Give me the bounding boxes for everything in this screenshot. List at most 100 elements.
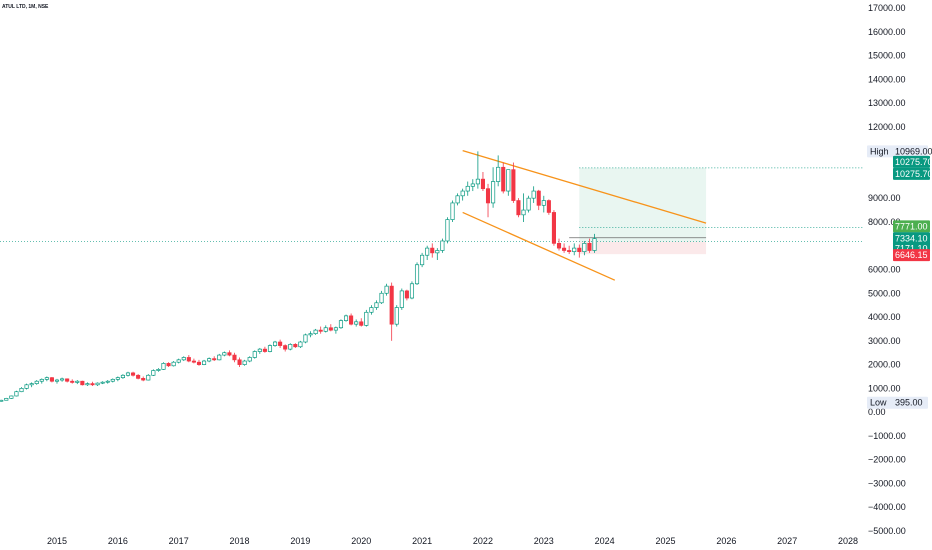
candle (511, 162, 516, 203)
candle (65, 378, 70, 383)
candle (181, 356, 186, 362)
x-tick-label: 2019 (290, 536, 310, 546)
candle-body (313, 329, 318, 335)
y-tick-label: 16000.00 (868, 27, 906, 37)
candle (450, 200, 455, 222)
candle-body (227, 352, 232, 356)
candle (369, 305, 374, 315)
candle (166, 362, 171, 367)
candle-body (587, 243, 592, 251)
candle (440, 238, 445, 253)
candle (491, 167, 496, 208)
candle-body (95, 382, 100, 386)
x-tick-label: 2024 (595, 536, 615, 546)
candle-body (455, 195, 460, 204)
low-badge-value: 395.00 (895, 398, 923, 408)
candle-body (196, 361, 202, 365)
candle-body (546, 200, 551, 213)
candle-body (450, 202, 455, 220)
candle (60, 377, 65, 382)
candle-body (496, 166, 501, 182)
y-tick-label: 8000.00 (868, 217, 901, 227)
candle (536, 189, 541, 211)
candle (90, 381, 95, 386)
candle-body (338, 320, 344, 329)
candle (587, 238, 592, 253)
candle (171, 361, 176, 367)
candle (186, 355, 191, 363)
candle (222, 351, 227, 357)
candle-body (166, 363, 171, 367)
candle (217, 353, 222, 361)
price-tag-bg (893, 249, 930, 262)
candle-body (70, 380, 75, 383)
candle-body (318, 329, 323, 332)
candle (475, 151, 480, 189)
candle (394, 305, 399, 327)
candle (202, 359, 207, 366)
candle-body (267, 345, 273, 352)
candle (0, 399, 4, 402)
candle-body (541, 200, 546, 206)
candle-body (506, 169, 511, 192)
candle (567, 245, 572, 255)
y-tick-label: 1000.00 (868, 383, 901, 393)
high-badge-value: 10969.00 (895, 146, 932, 156)
candle-body (349, 315, 354, 325)
candle (506, 169, 511, 196)
y-tick-label: 17000.00 (868, 3, 906, 13)
candle-body (572, 247, 577, 253)
candle (541, 195, 546, 213)
candle-body (125, 372, 131, 376)
candle (14, 390, 19, 397)
candle-body (0, 399, 4, 402)
channel-lower-line (462, 211, 616, 281)
candle-body (186, 357, 191, 362)
candle-body (252, 351, 257, 358)
candle-body (384, 285, 389, 294)
candle (257, 347, 262, 354)
candle (470, 179, 475, 192)
candle-body (288, 344, 293, 350)
candle (562, 243, 567, 253)
candle (288, 343, 293, 351)
candle (161, 362, 166, 370)
price-tag: 10275.70 (895, 169, 932, 179)
candle (100, 381, 105, 385)
candle (384, 283, 389, 296)
candle (146, 374, 151, 381)
candle-body (171, 361, 176, 367)
candle (425, 245, 430, 260)
candle (409, 281, 415, 300)
y-tick-label: 5000.00 (868, 288, 901, 298)
candle (252, 350, 257, 359)
candle-body (420, 254, 425, 266)
candle (141, 376, 146, 382)
candle-body (445, 219, 450, 242)
candle-body (577, 247, 582, 253)
candle (516, 198, 521, 218)
candle (526, 195, 531, 213)
x-tick-label: 2025 (655, 536, 675, 546)
candle (556, 238, 562, 251)
candle-body (562, 247, 567, 251)
candle-body (359, 321, 364, 326)
x-tick-label: 2017 (169, 536, 189, 546)
candle-body (475, 178, 480, 185)
candle-body (465, 185, 470, 192)
candle-body (212, 358, 217, 361)
price-tag-bg (893, 220, 930, 233)
candle (379, 290, 384, 304)
candle (95, 382, 100, 386)
candle-body (131, 372, 136, 376)
candle (501, 162, 506, 194)
candle-body (414, 264, 420, 285)
candle (34, 380, 39, 385)
y-tick-label: −5000.00 (868, 526, 906, 536)
price-tag-bg (893, 155, 930, 168)
y-tick-label: 2000.00 (868, 360, 901, 370)
y-tick-label: 9000.00 (868, 193, 901, 203)
y-tick-label: −1000.00 (868, 431, 906, 441)
candle (39, 378, 44, 384)
